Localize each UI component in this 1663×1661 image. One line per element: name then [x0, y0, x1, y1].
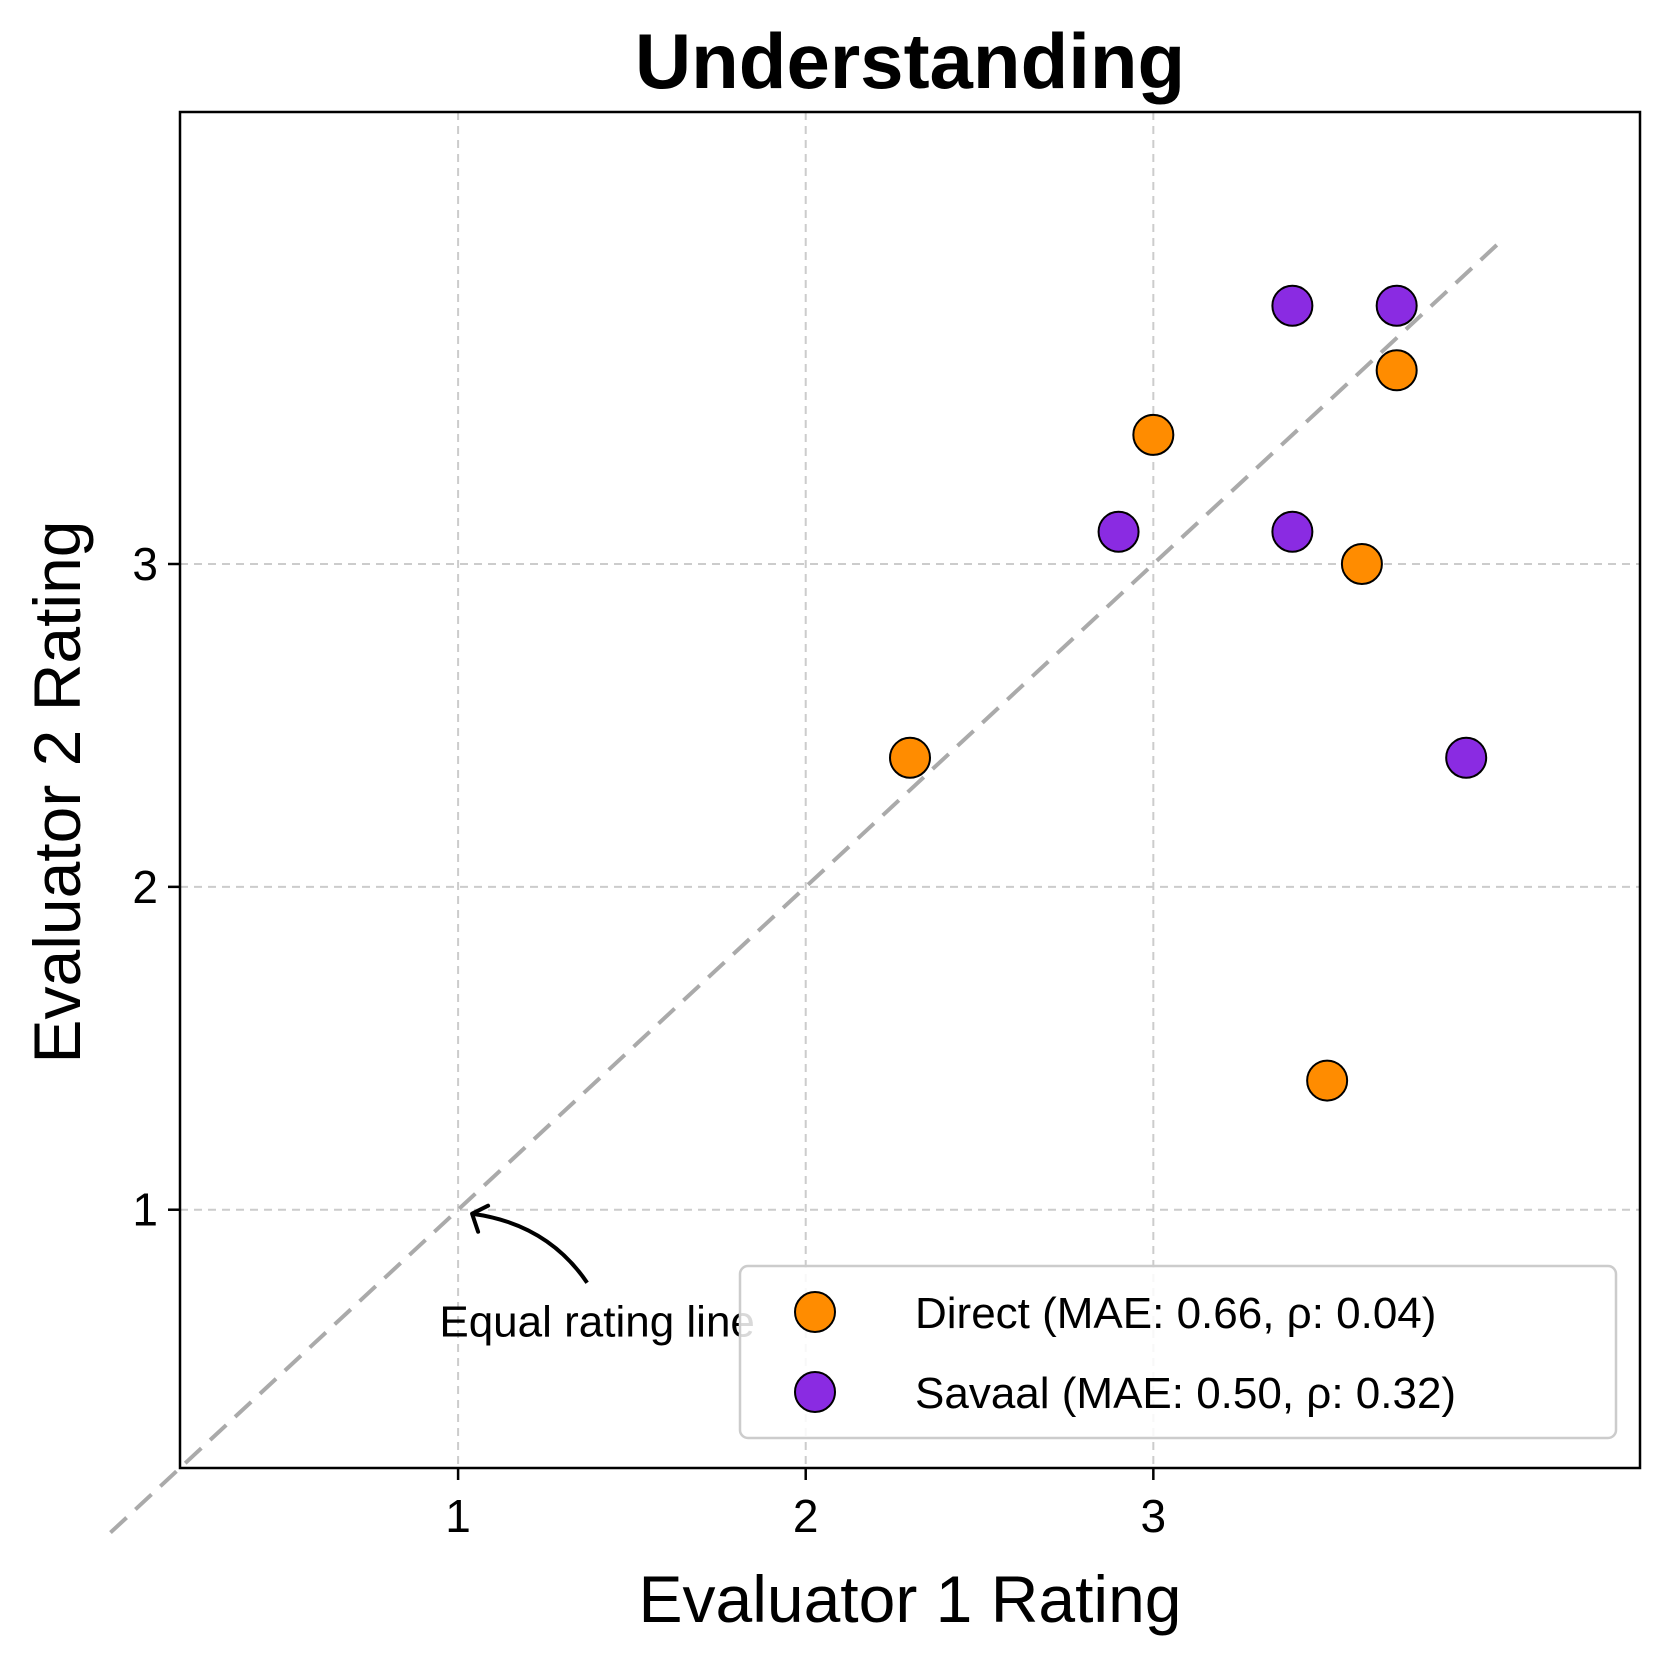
legend-label-direct: Direct (MAE: 0.66, ρ: 0.04) — [915, 1289, 1436, 1338]
data-points — [889, 284, 1488, 1102]
chart-title: Understanding — [635, 17, 1185, 105]
legend-frame — [738, 1264, 1618, 1440]
y-ticks: 1 2 3 — [132, 538, 180, 1236]
point-direct-4 — [1306, 1059, 1349, 1102]
annotation-arrowhead — [470, 1203, 491, 1234]
point-savaal-2 — [1271, 284, 1314, 327]
x-tick-label-2: 2 — [793, 1490, 819, 1542]
legend-marker-direct — [794, 1291, 836, 1333]
point-direct-3 — [1340, 543, 1383, 585]
point-savaal-1 — [1271, 510, 1314, 553]
legend-label-savaal: Savaal (MAE: 0.50, ρ: 0.32) — [915, 1369, 1456, 1418]
y-tick-label-1: 1 — [132, 1184, 158, 1236]
x-ticks: 1 2 3 — [445, 1468, 1166, 1542]
grid — [180, 112, 1640, 1468]
equal-rating-line — [109, 239, 1503, 1535]
plot-frame — [178, 110, 1642, 1470]
point-savaal-3 — [1375, 284, 1418, 327]
point-savaal-4 — [1445, 736, 1488, 779]
annotation-label: Equal rating line — [439, 1298, 755, 1347]
x-tick-label-3: 3 — [1141, 1490, 1167, 1542]
y-tick-label-3: 3 — [132, 538, 158, 590]
y-tick-label-2: 2 — [132, 861, 158, 913]
legend: Direct (MAE: 0.66, ρ: 0.04) Savaal (MAE:… — [738, 1264, 1618, 1440]
legend-marker-savaal — [794, 1371, 836, 1413]
point-direct-2 — [1375, 349, 1418, 392]
point-direct-1 — [1132, 413, 1175, 456]
point-direct-0 — [889, 736, 931, 779]
point-savaal-0 — [1097, 510, 1140, 553]
x-axis-label: Evaluator 1 Rating — [639, 1562, 1182, 1636]
y-axis-label: Evaluator 2 Rating — [20, 521, 94, 1064]
annotation-arrow — [471, 1211, 589, 1284]
x-tick-label-1: 1 — [445, 1490, 471, 1542]
